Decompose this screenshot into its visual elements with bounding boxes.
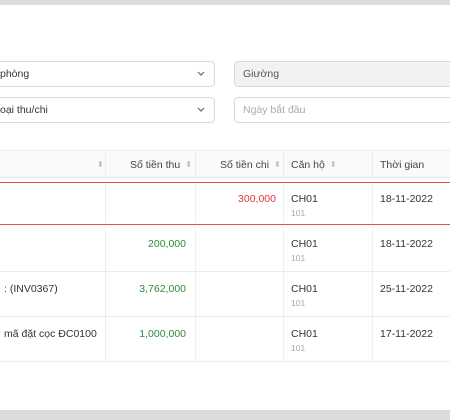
column-divider	[372, 227, 373, 271]
start-date-input[interactable]: Ngày bắt đầu	[234, 97, 450, 123]
row-expense: 300,000	[238, 193, 276, 205]
sort-icon: ⬍	[329, 160, 337, 169]
column-divider	[283, 227, 284, 271]
sort-icon: ⬍	[185, 160, 192, 169]
table-row[interactable]: mã đặt cọc ĐC0100 1,000,000 CH01 101 17-…	[0, 317, 450, 362]
row-income: 200,000	[148, 238, 186, 250]
column-divider	[372, 183, 373, 223]
column-header-apartment-label: Căn hộ	[291, 158, 325, 171]
column-divider	[105, 151, 106, 178]
row-unit: 101	[291, 343, 306, 353]
row-apartment: CH01	[291, 328, 318, 340]
filter-and-table-panel: phòng Giường oại thu/chi Ngày bắt đầu ⬍ …	[0, 5, 450, 410]
column-divider	[372, 317, 373, 361]
type-select-value: oại thu/chi	[0, 104, 48, 116]
column-header-apartment[interactable]: Căn hộ ⬍	[291, 151, 371, 178]
row-date: 18-11-2022	[380, 238, 433, 250]
column-header-time[interactable]: Thời gian	[380, 151, 450, 178]
column-header-income-label: Số tiền thu	[130, 158, 181, 171]
row-unit: 101	[291, 253, 306, 263]
chevron-down-icon	[196, 69, 206, 79]
column-header-expense-label: Số tiền chi	[220, 158, 270, 171]
row-apartment: CH01	[291, 238, 318, 250]
row-unit: 101	[291, 208, 306, 218]
column-divider	[105, 227, 106, 271]
column-divider	[105, 317, 106, 361]
bed-select-value: Giường	[243, 68, 280, 80]
column-divider	[283, 151, 284, 178]
column-divider	[283, 317, 284, 361]
row-apartment: CH01	[291, 283, 318, 295]
room-select-value: phòng	[0, 68, 30, 80]
column-divider	[195, 227, 196, 271]
column-divider	[195, 272, 196, 316]
column-divider	[105, 183, 106, 223]
column-header-time-label: Thời gian	[380, 158, 425, 171]
column-divider	[372, 151, 373, 178]
column-header-income[interactable]: Số tiền thu ⬍	[130, 151, 202, 178]
row-income: 1,000,000	[139, 328, 186, 340]
row-income: 3,762,000	[139, 283, 186, 295]
row-date: 18-11-2022	[380, 193, 433, 205]
column-divider	[195, 317, 196, 361]
row-date: 17-11-2022	[380, 328, 433, 340]
start-date-placeholder: Ngày bắt đầu	[243, 104, 306, 116]
column-divider	[372, 272, 373, 316]
table-row[interactable]: 300,000 CH01 101 18-11-2022	[0, 182, 450, 225]
row-apartment: CH01	[291, 193, 318, 205]
transactions-table: ⬍ Số tiền thu ⬍ Số tiền chi ⬍ Căn hộ ⬍ T…	[0, 150, 450, 362]
row-description: : (INV0367)	[4, 283, 58, 295]
table-row[interactable]: 200,000 CH01 101 18-11-2022	[0, 227, 450, 272]
bed-select[interactable]: Giường	[234, 61, 450, 87]
row-description: mã đặt cọc ĐC0100	[4, 328, 97, 340]
room-select[interactable]: phòng	[0, 61, 215, 87]
column-divider	[283, 272, 284, 316]
row-unit: 101	[291, 298, 306, 308]
column-divider	[105, 272, 106, 316]
table-header: ⬍ Số tiền thu ⬍ Số tiền chi ⬍ Căn hộ ⬍ T…	[0, 150, 450, 178]
column-divider	[195, 183, 196, 223]
column-divider	[195, 151, 196, 178]
type-select[interactable]: oại thu/chi	[0, 97, 215, 123]
column-divider	[283, 183, 284, 223]
row-date: 25-11-2022	[380, 283, 433, 295]
table-row[interactable]: : (INV0367) 3,762,000 CH01 101 25-11-202…	[0, 272, 450, 317]
column-header-description[interactable]: ⬍	[92, 151, 104, 178]
sort-icon: ⬍	[274, 160, 281, 169]
bottom-strip	[0, 410, 450, 420]
column-header-expense[interactable]: Số tiền chi ⬍	[220, 151, 292, 178]
top-strip	[0, 0, 450, 5]
sort-icon: ⬍	[97, 160, 104, 169]
chevron-down-icon	[196, 105, 206, 115]
